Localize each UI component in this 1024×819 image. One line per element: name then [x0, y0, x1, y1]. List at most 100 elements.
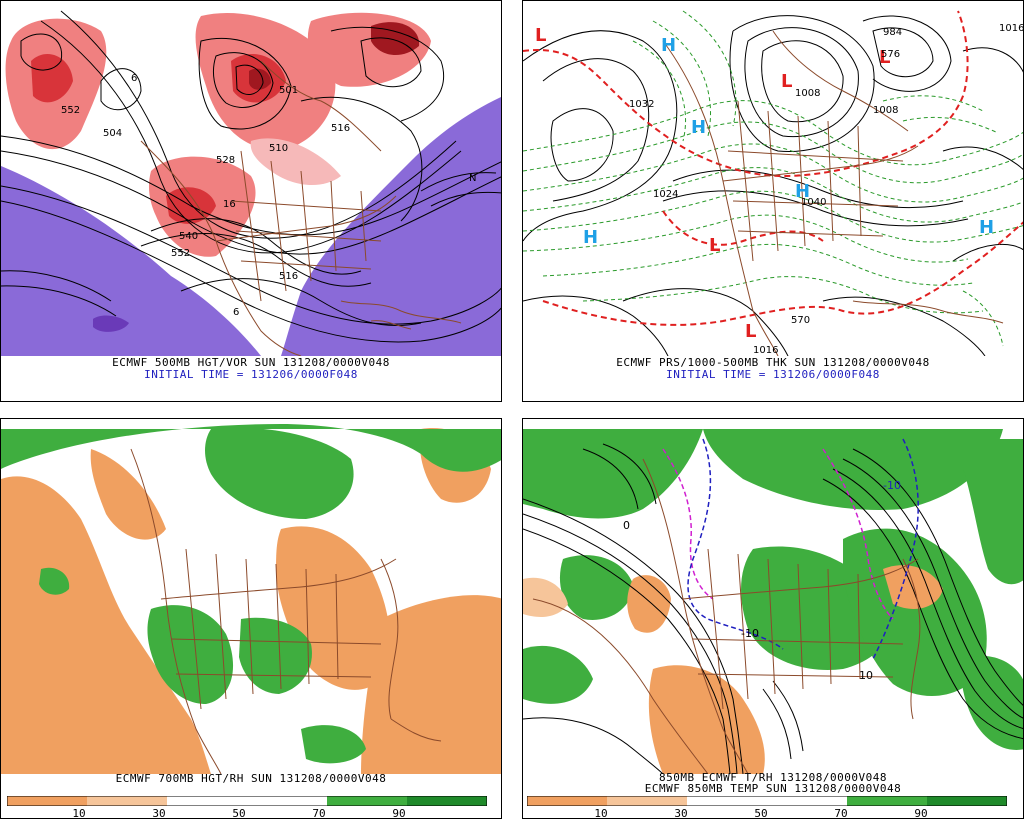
- colorbar-tick: 90: [914, 807, 928, 819]
- panel-caption: ECMWF 500MB HGT/VOR SUN 131208/0000V048: [112, 356, 390, 369]
- low-marker: L: [781, 71, 792, 92]
- vorticity-band: [250, 138, 341, 186]
- isotherm-labels: -10 -10 10 0: [623, 479, 901, 682]
- moist-region-north: [703, 429, 1003, 510]
- panel-caption: 850MB ECMWF T/RH 131208/0000V048: [659, 771, 887, 784]
- isobar-label: 1032: [629, 99, 654, 110]
- isotherm-label: -10: [741, 627, 759, 640]
- thickness-label: 570: [791, 315, 810, 326]
- moist-region-rockies: [147, 605, 234, 704]
- panel-subcaption: ECMWF 850MB TEMP SUN 131208/0000V048: [644, 782, 902, 795]
- contour-label: N: [469, 173, 476, 184]
- panel-500mb-vorticity: 552 504 501 516 528 510 540 552 516 6 6 …: [0, 0, 502, 402]
- moist-region-pacific: [523, 645, 593, 704]
- high-marker: H: [691, 117, 706, 138]
- vorticity-hudson-core: [371, 22, 420, 56]
- map-borders: [130, 448, 442, 774]
- colorbar-tick: 90: [392, 807, 406, 819]
- high-marker: H: [661, 35, 676, 56]
- panel-850mb-temp-rh: -10 -10 10 0 850MB ECMWF T/RH 131208/000…: [522, 418, 1024, 819]
- isobar-label: 1024: [653, 189, 678, 200]
- rh-colorbar: [527, 796, 1007, 806]
- map-500mb-vorticity: 552 504 501 516 528 510 540 552 516 6 6 …: [1, 1, 501, 356]
- isotherm-label: 10: [859, 669, 873, 682]
- contour-label: 504: [103, 128, 122, 139]
- height-contours: [1, 10, 501, 343]
- moist-region-west: [559, 555, 633, 620]
- contour-label: 6: [131, 73, 137, 84]
- colorbar-tick: 50: [754, 807, 768, 819]
- moist-region-atlantic: [963, 439, 1023, 585]
- minus-ten-line: [687, 438, 919, 660]
- contour-label: 516: [279, 271, 298, 282]
- map-borders: [140, 60, 462, 356]
- low-marker: L: [745, 321, 756, 342]
- freezing-line: [662, 448, 894, 620]
- isobar-label: 1016: [999, 23, 1024, 34]
- panel-subcaption: INITIAL TIME = 131206/0000F048: [666, 368, 880, 381]
- dry-region-east: [361, 595, 501, 774]
- thickness-540-line: [523, 10, 1023, 326]
- moist-region-northeast: [1, 424, 501, 472]
- negative-vorticity-core: [93, 315, 129, 332]
- colorbar-tick: 50: [232, 807, 246, 819]
- low-marker: L: [879, 47, 890, 68]
- isotherm-label: 0: [623, 519, 630, 532]
- map-850mb-temp-rh: -10 -10 10 0: [523, 419, 1023, 774]
- contour-label: 510: [269, 143, 288, 154]
- contour-label: 552: [171, 248, 190, 259]
- dry-region-pacific: [523, 577, 568, 617]
- contour-label: 6: [233, 307, 239, 318]
- colorbar-tick: 70: [834, 807, 848, 819]
- isobar-label: 984: [883, 27, 902, 38]
- isobar-label: 1008: [873, 105, 898, 116]
- colorbar-tick: 10: [72, 807, 86, 819]
- colorbar-tick: 70: [312, 807, 326, 819]
- low-marker: L: [535, 25, 546, 46]
- panel-700mb-rh: ECMWF 700MB HGT/RH SUN 131208/0000V048 1…: [0, 418, 502, 819]
- moist-region-west-small: [39, 567, 70, 595]
- map-borders: [532, 458, 921, 774]
- dry-region-west: [1, 476, 211, 774]
- contour-label: 516: [331, 123, 350, 134]
- contour-label: 16: [223, 199, 236, 210]
- isobars: [523, 15, 1023, 356]
- isobar-labels: 1032 1008 1016 1040 1024 576 570 1008 98…: [629, 23, 1024, 356]
- panel-caption: ECMWF 700MB HGT/RH SUN 131208/0000V048: [115, 772, 387, 785]
- contour-label: 540: [179, 231, 198, 242]
- contour-label: 501: [279, 85, 298, 96]
- colorbar-tick: 30: [152, 807, 166, 819]
- temperature-contours: [523, 443, 1023, 774]
- rh-colorbar: [7, 796, 487, 806]
- low-marker: L: [709, 235, 720, 256]
- moist-region-southeast: [961, 655, 1023, 750]
- map-pressure-thickness: L L L L L H H H H H 1032 1008 1016 1040 …: [523, 1, 1024, 356]
- colorbar-tick: 10: [594, 807, 608, 819]
- contour-label: 528: [216, 155, 235, 166]
- vorticity-gulf-alaska-core: [31, 53, 73, 103]
- thickness-contours: [523, 10, 1023, 347]
- dry-region-southwest: [648, 665, 765, 774]
- map-borders: [662, 30, 1004, 356]
- isobar-label: 1040: [801, 197, 826, 208]
- negative-vorticity-west: [1, 166, 261, 356]
- high-marker: H: [795, 181, 810, 202]
- thickness-label: 576: [881, 49, 900, 60]
- high-marker: H: [583, 227, 598, 248]
- moist-region-gulf: [301, 725, 366, 764]
- map-700mb-rh: [1, 419, 501, 774]
- panel-subcaption: INITIAL TIME = 131206/0000F048: [144, 368, 358, 381]
- dry-region-west-coast: [627, 575, 671, 633]
- vorticity-canada-inner: [249, 68, 271, 90]
- pressure-centers: L L L L L H H H H H: [535, 25, 994, 342]
- moist-region-canada: [205, 427, 354, 519]
- contour-labels: 552 504 501 516 528 510 540 552 516 6 6 …: [61, 73, 476, 318]
- isotherm-label: -10: [883, 479, 901, 492]
- contour-label: 552: [61, 105, 80, 116]
- panel-pressure-thickness: L L L L L H H H H H 1032 1008 1016 1040 …: [522, 0, 1024, 402]
- panel-caption: ECMWF PRS/1000-500MB THK SUN 131208/0000…: [616, 356, 930, 369]
- isobar-label: 1016: [753, 345, 778, 356]
- isobar-label: 1008: [795, 88, 820, 99]
- moist-region-east-band: [843, 528, 987, 696]
- colorbar-tick: 30: [674, 807, 688, 819]
